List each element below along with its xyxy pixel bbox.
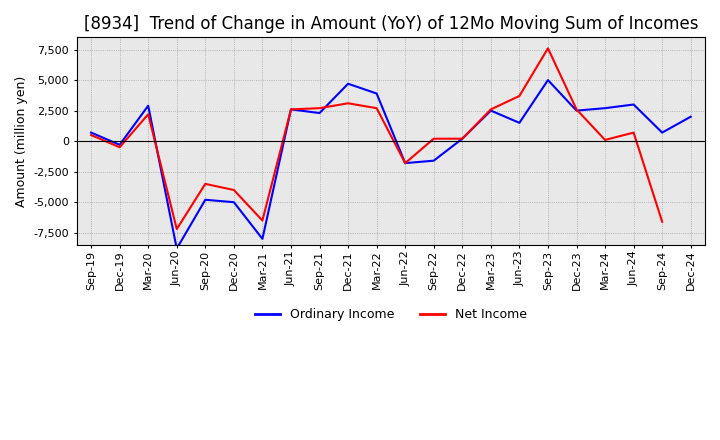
Ordinary Income bbox=[515, 120, 523, 125]
Ordinary Income bbox=[686, 114, 695, 119]
Ordinary Income bbox=[600, 106, 609, 111]
Line: Net Income: Net Income bbox=[91, 48, 662, 229]
Ordinary Income bbox=[115, 142, 124, 147]
Ordinary Income bbox=[87, 130, 96, 135]
Ordinary Income bbox=[315, 110, 324, 116]
Net Income bbox=[401, 161, 410, 166]
Net Income bbox=[458, 136, 467, 141]
Ordinary Income bbox=[343, 81, 352, 86]
Net Income bbox=[87, 132, 96, 138]
Ordinary Income bbox=[544, 77, 552, 83]
Net Income bbox=[201, 181, 210, 187]
Net Income bbox=[287, 107, 295, 112]
Net Income bbox=[658, 219, 667, 224]
Net Income bbox=[515, 93, 523, 99]
Ordinary Income bbox=[172, 246, 181, 251]
Net Income bbox=[544, 46, 552, 51]
Ordinary Income bbox=[572, 108, 581, 113]
Net Income bbox=[487, 107, 495, 112]
Ordinary Income bbox=[144, 103, 153, 108]
Title: [8934]  Trend of Change in Amount (YoY) of 12Mo Moving Sum of Incomes: [8934] Trend of Change in Amount (YoY) o… bbox=[84, 15, 698, 33]
Net Income bbox=[230, 187, 238, 193]
Net Income bbox=[572, 107, 581, 112]
Net Income bbox=[372, 106, 381, 111]
Net Income bbox=[172, 227, 181, 232]
Ordinary Income bbox=[458, 136, 467, 141]
Ordinary Income bbox=[258, 236, 266, 242]
Net Income bbox=[429, 136, 438, 141]
Net Income bbox=[315, 106, 324, 111]
Net Income bbox=[115, 145, 124, 150]
Net Income bbox=[629, 130, 638, 135]
Net Income bbox=[343, 101, 352, 106]
Ordinary Income bbox=[401, 161, 410, 166]
Ordinary Income bbox=[372, 91, 381, 96]
Ordinary Income bbox=[230, 200, 238, 205]
Y-axis label: Amount (million yen): Amount (million yen) bbox=[15, 76, 28, 207]
Ordinary Income bbox=[201, 197, 210, 202]
Net Income bbox=[144, 112, 153, 117]
Net Income bbox=[600, 137, 609, 143]
Ordinary Income bbox=[429, 158, 438, 163]
Legend: Ordinary Income, Net Income: Ordinary Income, Net Income bbox=[251, 303, 531, 326]
Ordinary Income bbox=[629, 102, 638, 107]
Ordinary Income bbox=[487, 108, 495, 113]
Ordinary Income bbox=[658, 130, 667, 135]
Net Income bbox=[258, 218, 266, 223]
Ordinary Income bbox=[287, 107, 295, 112]
Line: Ordinary Income: Ordinary Income bbox=[91, 80, 690, 249]
